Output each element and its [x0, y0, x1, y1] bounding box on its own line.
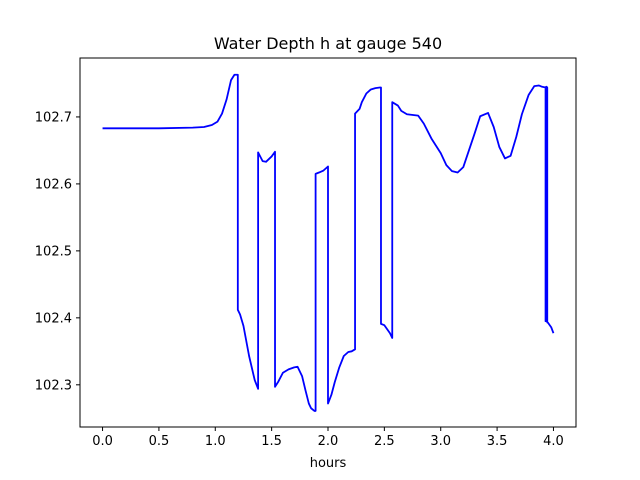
x-tick-label: 4.0: [543, 434, 564, 449]
plot-area: [102, 73, 555, 412]
x-tick-label: 0.5: [149, 434, 170, 449]
y-tick-label: 102.4: [35, 311, 72, 326]
chart-title: Water Depth h at gauge 540: [214, 34, 442, 53]
x-tick-label: 2.5: [374, 434, 395, 449]
x-tick-label: 1.0: [205, 434, 226, 449]
series-line-1: [102, 73, 555, 412]
axes: 0.0 0.5 1.0 1.5 2.0 2.5 3.0 3.5 4.0 102.3 102.4 102…: [35, 57, 577, 449]
x-tick-label: 1.5: [261, 434, 282, 449]
y-tick-label: 102.3: [35, 378, 72, 393]
x-tick-label: 3.0: [430, 434, 451, 449]
x-axis-label: hours: [310, 456, 347, 471]
x-tick-label: 3.5: [487, 434, 508, 449]
y-tick-label: 102.6: [35, 177, 72, 192]
y-tick-label: 102.5: [35, 244, 72, 259]
x-tick-label: 0.0: [92, 434, 113, 449]
x-tick-label: 2.0: [318, 434, 339, 449]
y-tick-label: 102.7: [35, 110, 72, 125]
